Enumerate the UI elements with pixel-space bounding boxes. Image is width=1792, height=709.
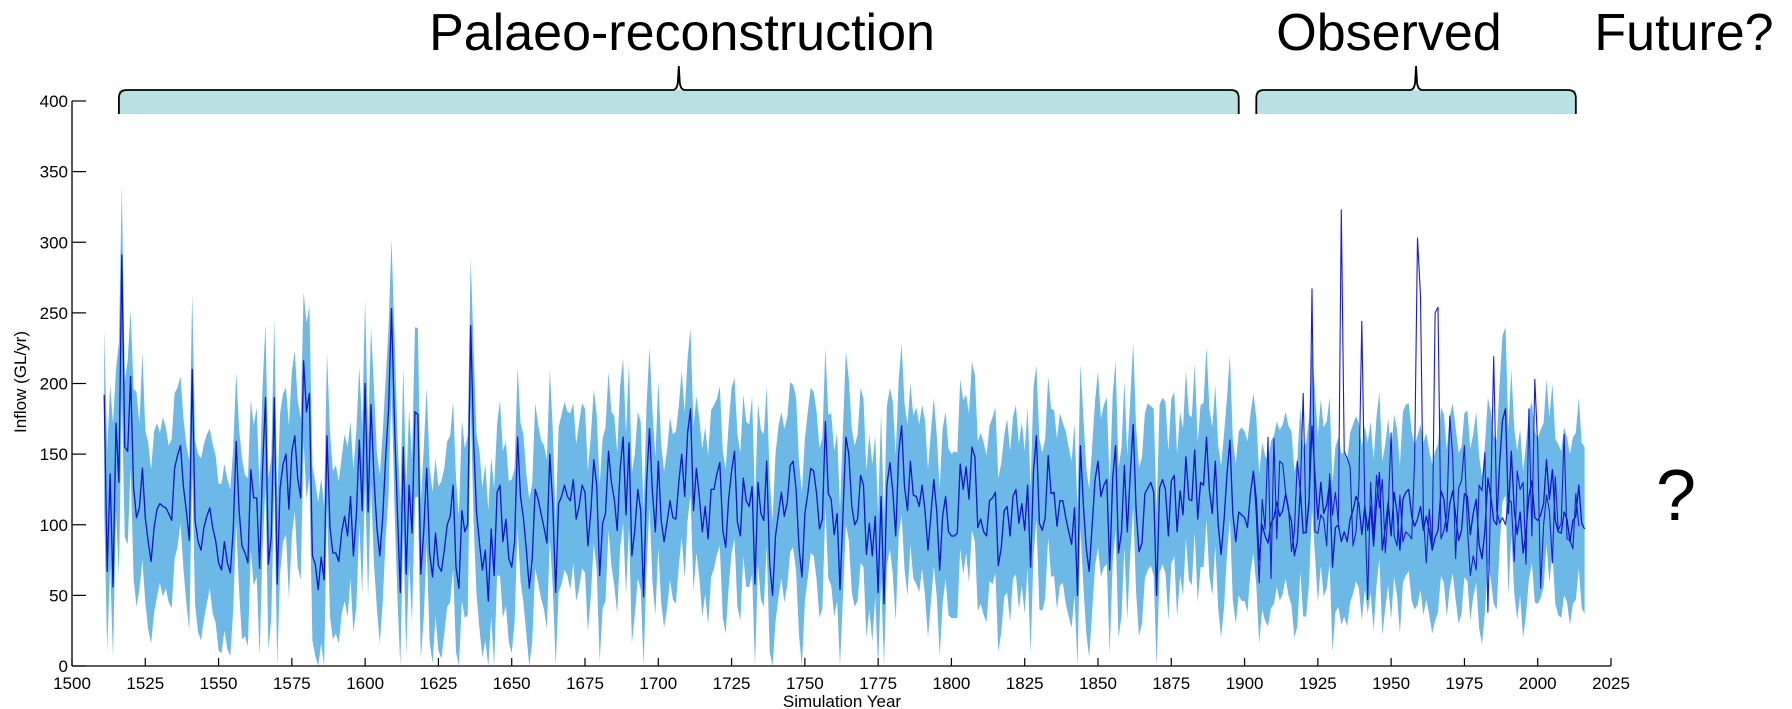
labels: Simulation Year Inflow (GL/yr) Palaeo-re… xyxy=(11,4,1774,709)
x-tick-label: 1550 xyxy=(200,674,238,693)
x-tick-label: 1825 xyxy=(1006,674,1044,693)
period-bracket-outline xyxy=(118,65,1240,114)
x-tick-label: 1975 xyxy=(1446,674,1484,693)
x-tick-label: 1875 xyxy=(1152,674,1190,693)
x-tick-label: 1700 xyxy=(639,674,677,693)
y-axis-label: Inflow (GL/yr) xyxy=(11,331,30,433)
x-tick-label: 1525 xyxy=(126,674,164,693)
reconstruction-line xyxy=(103,254,1586,605)
period-bracket-fill xyxy=(118,90,1239,114)
x-tick-label: 1575 xyxy=(273,674,311,693)
uncertainty-band xyxy=(104,185,1585,667)
x-tick-label: 1850 xyxy=(1079,674,1117,693)
x-tick-label: 1600 xyxy=(346,674,384,693)
x-axis-label: Simulation Year xyxy=(783,692,901,709)
x-tick-label: 2025 xyxy=(1592,674,1630,693)
x-tick-label: 1500 xyxy=(53,674,91,693)
x-tick-label: 1625 xyxy=(420,674,458,693)
period-bracket-outline xyxy=(1255,65,1577,114)
period-bracket-fill xyxy=(1256,90,1576,114)
axes: 1500 1525 1550 1575 1600 1625 1650 1675 1700 1725… xyxy=(40,92,1630,693)
y-tick-label: 200 xyxy=(40,375,68,394)
x-tick-label: 2000 xyxy=(1519,674,1557,693)
period-label-observed: Observed xyxy=(1276,4,1501,62)
y-tick-label: 400 xyxy=(40,92,68,111)
period-label-future: Future? xyxy=(1594,4,1773,62)
y-tick-label: 250 xyxy=(40,304,68,323)
future-question-mark: ? xyxy=(1656,456,1696,536)
period-brackets xyxy=(118,65,1577,114)
x-tick-label: 1650 xyxy=(493,674,531,693)
x-tick-label: 1775 xyxy=(859,674,897,693)
x-tick-label: 1725 xyxy=(713,674,751,693)
y-tick-label: 300 xyxy=(40,233,68,252)
x-tick-label: 1675 xyxy=(566,674,604,693)
x-tick-label: 1950 xyxy=(1372,674,1410,693)
y-tick-label: 350 xyxy=(40,163,68,182)
x-tick-label: 1800 xyxy=(933,674,971,693)
y-tick-label: 150 xyxy=(40,445,68,464)
period-label-palaeo: Palaeo-reconstruction xyxy=(429,4,935,62)
y-tick-label: 50 xyxy=(49,586,68,605)
x-tick-label: 1750 xyxy=(786,674,824,693)
observed-line xyxy=(1252,209,1580,613)
y-tick-label: 0 xyxy=(59,657,68,676)
x-tick-label: 1925 xyxy=(1299,674,1337,693)
x-tick-label: 1900 xyxy=(1226,674,1264,693)
uncertainty-band-layer xyxy=(104,185,1585,667)
series-layer xyxy=(103,209,1586,613)
y-tick-label: 100 xyxy=(40,516,68,535)
